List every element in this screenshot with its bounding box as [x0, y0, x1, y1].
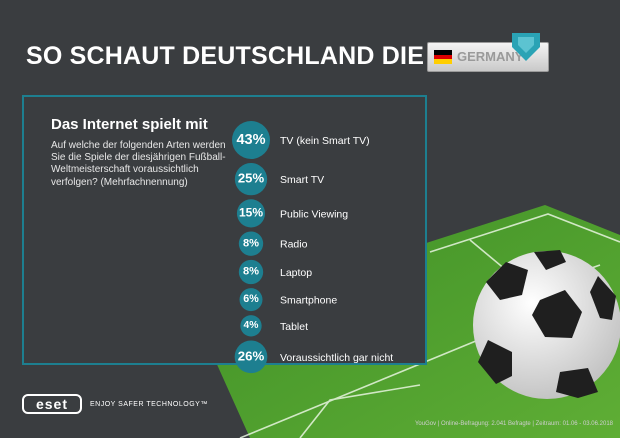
bubble-mark — [234, 163, 268, 196]
bubble-mark — [238, 259, 264, 285]
bubble-mark — [240, 315, 262, 337]
category-label: Voraussichtlich gar nicht — [280, 352, 393, 364]
football-icon — [473, 250, 620, 399]
category-label: TV (kein Smart TV) — [280, 135, 370, 147]
eset-logo: eset — [22, 394, 82, 414]
bubble-mark — [232, 121, 270, 159]
bubble-mark — [238, 231, 264, 256]
tagline: ENJOY SAFER TECHNOLOGY™ — [90, 401, 208, 408]
source-note: YouGov | Online-Befragung: 2.041 Befragt… — [414, 421, 613, 427]
badge-label: GERMANY — [457, 49, 524, 64]
value-label: 4% — [244, 320, 259, 331]
page-title: SO SCHAUT DEUTSCHLAND DIE WM — [26, 42, 477, 70]
value-label: 26% — [238, 348, 265, 363]
value-label: 6% — [243, 293, 259, 305]
category-label: Radio — [280, 239, 308, 251]
chart-panel — [22, 95, 427, 365]
survey-question: Auf welche der folgenden Arten werden Si… — [51, 140, 226, 188]
bubble-mark — [239, 288, 263, 312]
value-label: 25% — [238, 171, 265, 186]
category-label: Public Viewing — [280, 208, 348, 220]
category-label: Smartphone — [280, 295, 337, 307]
category-label: Smart TV — [280, 174, 324, 186]
bubble-mark — [234, 340, 268, 374]
category-label: Laptop — [280, 267, 312, 279]
germany-badge: GERMANY — [427, 33, 549, 72]
value-label: 8% — [243, 237, 259, 249]
value-label: 8% — [243, 266, 259, 278]
bubble-mark — [236, 199, 266, 228]
ribbon-arrow-icon — [512, 33, 540, 61]
value-label: 43% — [236, 132, 265, 148]
germany-flag-icon — [434, 50, 452, 64]
panel-title: Das Internet spielt mit — [51, 116, 208, 133]
category-label: Tablet — [280, 321, 308, 333]
value-label: 15% — [239, 205, 263, 219]
